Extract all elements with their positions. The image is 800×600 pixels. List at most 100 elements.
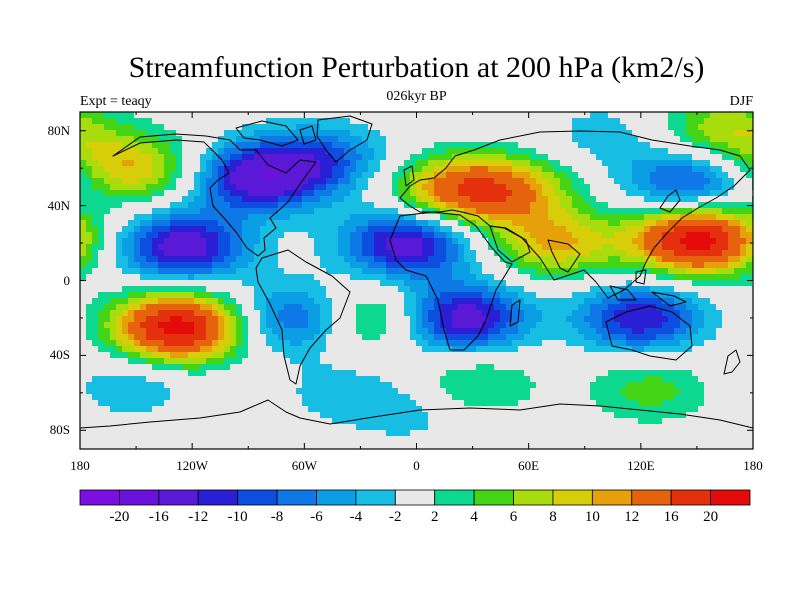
field-cell (170, 118, 177, 125)
field-cell (698, 364, 705, 371)
field-cell (512, 292, 519, 299)
field-cell (680, 346, 687, 353)
field-cell (254, 214, 261, 221)
field-cell (338, 124, 345, 131)
field-cell (236, 166, 243, 173)
field-cell (488, 310, 495, 317)
field-cell (248, 316, 255, 323)
field-cell (530, 328, 537, 335)
field-cell (680, 172, 687, 179)
field-cell (266, 334, 273, 341)
field-cell (272, 118, 279, 125)
field-cell (608, 268, 615, 275)
field-cell (650, 346, 657, 353)
field-cell (80, 184, 87, 191)
field-cell (482, 238, 489, 245)
field-cell (140, 172, 147, 179)
field-cell (524, 148, 531, 155)
field-cell (332, 286, 339, 293)
field-cell (248, 154, 255, 161)
field-cell (458, 316, 465, 323)
field-cell (722, 172, 729, 179)
field-cell (638, 352, 645, 359)
field-cell (422, 262, 429, 269)
field-cell (176, 190, 183, 197)
field-cell (218, 268, 225, 275)
field-cell (170, 298, 177, 305)
field-cell (584, 154, 591, 161)
field-cell (194, 340, 201, 347)
field-cell (140, 298, 147, 305)
field-cell (140, 130, 147, 137)
field-cell (302, 190, 309, 197)
field-cell (440, 358, 447, 365)
field-cell (668, 268, 675, 275)
field-cell (560, 292, 567, 299)
field-cell (392, 148, 399, 155)
field-cell (368, 334, 375, 341)
field-cell (338, 220, 345, 227)
field-cell (314, 172, 321, 179)
field-cell (278, 346, 285, 353)
field-cell (728, 238, 735, 245)
field-cell (362, 214, 369, 221)
field-cell (734, 340, 741, 347)
field-cell (254, 340, 261, 347)
field-cell (428, 298, 435, 305)
field-cell (626, 232, 633, 239)
field-cell (746, 256, 753, 263)
field-cell (212, 220, 219, 227)
field-cell (266, 226, 273, 233)
field-cell (470, 334, 477, 341)
field-cell (536, 274, 543, 281)
field-cell (704, 202, 711, 209)
field-cell (686, 310, 693, 317)
field-cell (104, 352, 111, 359)
field-cell (464, 118, 471, 125)
field-cell (482, 136, 489, 143)
field-cell (296, 184, 303, 191)
field-cell (374, 214, 381, 221)
field-cell (458, 256, 465, 263)
field-cell (398, 118, 405, 125)
field-cell (140, 142, 147, 149)
field-cell (716, 208, 723, 215)
field-cell (422, 232, 429, 239)
field-cell (674, 166, 681, 173)
field-cell (110, 166, 117, 173)
field-cell (80, 214, 87, 221)
field-cell (668, 172, 675, 179)
field-cell (470, 196, 477, 203)
field-cell (542, 160, 549, 167)
field-cell (176, 328, 183, 335)
field-cell (338, 148, 345, 155)
field-cell (398, 112, 405, 119)
field-cell (590, 364, 597, 371)
field-cell (566, 232, 573, 239)
field-cell (374, 268, 381, 275)
field-cell (152, 196, 159, 203)
field-cell (200, 316, 207, 323)
field-cell (638, 250, 645, 257)
field-cell (308, 334, 315, 341)
field-cell (704, 346, 711, 353)
field-cell (518, 166, 525, 173)
field-cell (560, 130, 567, 137)
field-cell (458, 328, 465, 335)
field-cell (620, 262, 627, 269)
field-cell (494, 214, 501, 221)
field-cell (158, 214, 165, 221)
field-cell (698, 190, 705, 197)
field-cell (482, 178, 489, 185)
field-cell (410, 166, 417, 173)
field-cell (452, 244, 459, 251)
field-cell (746, 316, 753, 323)
field-cell (152, 334, 159, 341)
field-cell (146, 148, 153, 155)
field-cell (602, 352, 609, 359)
field-cell (86, 298, 93, 305)
field-cell (506, 358, 513, 365)
field-cell (530, 166, 537, 173)
field-cell (236, 160, 243, 167)
field-cell (710, 346, 717, 353)
